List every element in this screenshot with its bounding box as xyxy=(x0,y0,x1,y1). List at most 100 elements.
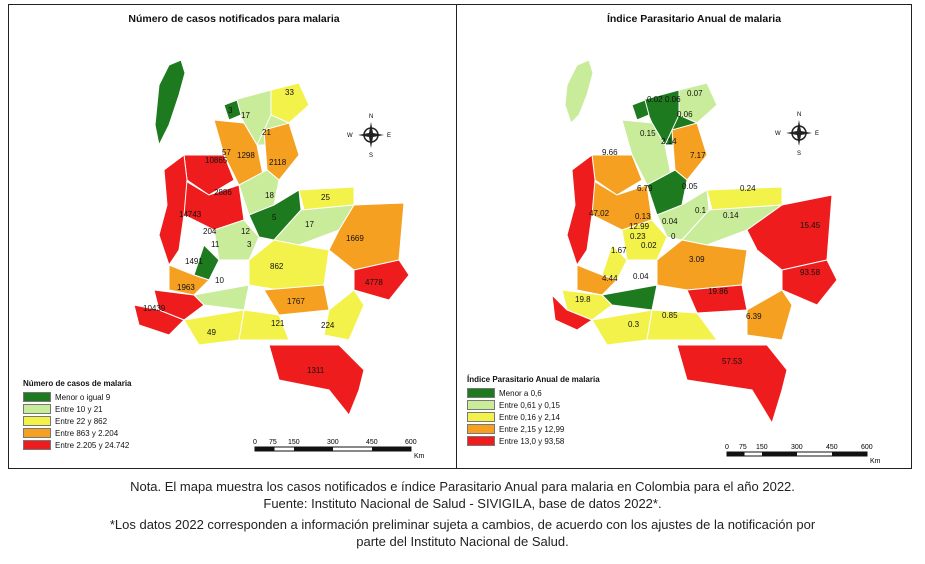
right-label: 0.06 xyxy=(665,95,681,104)
left-label: 3 xyxy=(228,106,233,115)
right-label: 0.02 xyxy=(641,241,657,250)
scale-bar-fill xyxy=(294,447,333,451)
right-region-narino xyxy=(551,293,594,331)
left-label: 10439 xyxy=(143,304,166,313)
right-label: 0.04 xyxy=(662,217,678,226)
right-island xyxy=(564,59,594,124)
left-label: 17 xyxy=(305,220,314,229)
legend-swatch xyxy=(467,424,495,434)
legend-label: Entre 2,15 y 12,99 xyxy=(499,424,565,434)
scale-tick: 450 xyxy=(366,439,378,446)
right-label: 47.02 xyxy=(589,209,610,218)
left-label: 1298 xyxy=(237,151,255,160)
scale-tick: 300 xyxy=(791,444,803,451)
compass-arrow-icon xyxy=(786,120,812,146)
legend-label: Entre 0,16 y 2,14 xyxy=(499,412,560,422)
figure-frame: Número de casos notificados para malaria xyxy=(8,4,912,469)
legend-label: Entre 10 y 21 xyxy=(55,404,103,414)
left-label: 10 xyxy=(215,276,224,285)
right-region-vaupes xyxy=(746,289,793,341)
legend-label: Entre 13,0 y 93,58 xyxy=(499,436,565,446)
right-label: 0.85 xyxy=(662,311,678,320)
left-legend-title: Número de casos de malaria xyxy=(23,379,132,388)
left-scale-bar: 0 75 150 300 450 600 Km xyxy=(253,439,425,460)
right-region-atlantico xyxy=(631,99,650,121)
right-label: 0.23 xyxy=(630,232,646,241)
scale-bar-fill xyxy=(832,452,867,456)
right-region-norte-santander xyxy=(671,122,708,181)
legend-row: Entre 22 y 862 xyxy=(23,415,213,427)
right-label: 0.13 xyxy=(635,212,651,221)
scale-tick: 450 xyxy=(826,444,838,451)
caption-source: Fuente: Instituto Nacional de Salud - SI… xyxy=(263,496,662,511)
legend-label: Entre 2.205 y 24.742 xyxy=(55,440,130,450)
right-label: 4.44 xyxy=(602,274,618,283)
left-label: 25 xyxy=(321,193,330,202)
legend-row: Entre 10 y 21 xyxy=(23,403,213,415)
right-map-title: Índice Parasitario Anual de malaria xyxy=(606,13,782,25)
scale-tick: 300 xyxy=(327,439,339,446)
compass-s: S xyxy=(369,153,373,159)
legend-row: Entre 0,61 y 0,15 xyxy=(467,399,657,411)
scale-tick: 75 xyxy=(739,444,747,451)
left-label: 1963 xyxy=(177,283,195,292)
left-label: 204 xyxy=(203,227,217,236)
left-label: 4778 xyxy=(365,278,383,287)
scale-tick: 150 xyxy=(756,444,768,451)
legend-row: Entre 13,0 y 93,58 xyxy=(467,435,657,447)
left-label: 10865 xyxy=(205,156,228,165)
legend-row: Entre 2,15 y 12,99 xyxy=(467,423,657,435)
right-region-amazonas xyxy=(676,344,788,425)
compass-w: W xyxy=(347,133,353,139)
left-label: 17 xyxy=(241,111,250,120)
left-label: 12 xyxy=(241,227,250,236)
legend-label: Menor o igual 9 xyxy=(55,392,111,402)
left-label: 21 xyxy=(262,128,271,137)
right-region-caqueta xyxy=(646,309,718,341)
scale-unit: Km xyxy=(414,453,425,460)
left-label: 33 xyxy=(285,88,294,97)
right-label: 6.39 xyxy=(746,312,762,321)
right-scale-bar: 0 75 150 300 450 600 Km xyxy=(725,444,881,465)
legend-swatch xyxy=(23,392,51,402)
left-label: 1669 xyxy=(346,234,364,243)
right-label: 0.15 xyxy=(640,129,656,138)
right-region-cundinamarca xyxy=(621,219,668,261)
legend-row: Menor a 0,6 xyxy=(467,387,657,399)
left-region-choco xyxy=(158,154,188,267)
left-label: 3 xyxy=(247,240,252,249)
legend-swatch xyxy=(23,416,51,426)
right-region-valle xyxy=(576,264,618,296)
left-region-cundinamarca xyxy=(213,219,260,261)
left-label: 2886 xyxy=(214,188,232,197)
left-region-guainia xyxy=(353,259,410,301)
left-region-santander xyxy=(238,169,280,216)
scale-tick: 75 xyxy=(269,439,277,446)
right-label: 0.24 xyxy=(740,184,756,193)
right-region-santander xyxy=(646,169,688,216)
left-map-title: Número de casos notificados para malaria xyxy=(128,13,340,25)
right-legend-title: Índice Parasitario Anual de malaria xyxy=(467,375,600,384)
scale-bar-fill xyxy=(372,447,411,451)
caption-disclaimer: *Los datos 2022 corresponden a informaci… xyxy=(109,517,816,532)
right-label: 0 xyxy=(671,232,676,241)
right-legend: Índice Parasitario Anual de malaria Meno… xyxy=(467,375,657,447)
right-label: 7.17 xyxy=(690,151,706,160)
scale-bar-fill xyxy=(727,452,745,456)
legend-row: Entre 0,16 y 2,14 xyxy=(467,411,657,423)
left-region-valle xyxy=(168,264,210,296)
compass-e: E xyxy=(387,133,391,139)
right-label: 3.09 xyxy=(689,255,705,264)
right-label: 6.79 xyxy=(637,184,653,193)
left-label: 57 xyxy=(222,148,231,157)
legend-swatch xyxy=(467,400,495,410)
left-label: 1491 xyxy=(185,257,203,266)
right-label: 0.07 xyxy=(687,89,703,98)
caption-note: Nota. El mapa muestra los casos notifica… xyxy=(130,479,795,494)
left-island xyxy=(154,59,186,147)
left-label: 14743 xyxy=(179,210,202,219)
left-region-caqueta xyxy=(238,309,290,341)
left-region-vaupes xyxy=(323,289,365,341)
right-label: 9.66 xyxy=(602,148,618,157)
compass-arrow-icon xyxy=(358,122,384,148)
